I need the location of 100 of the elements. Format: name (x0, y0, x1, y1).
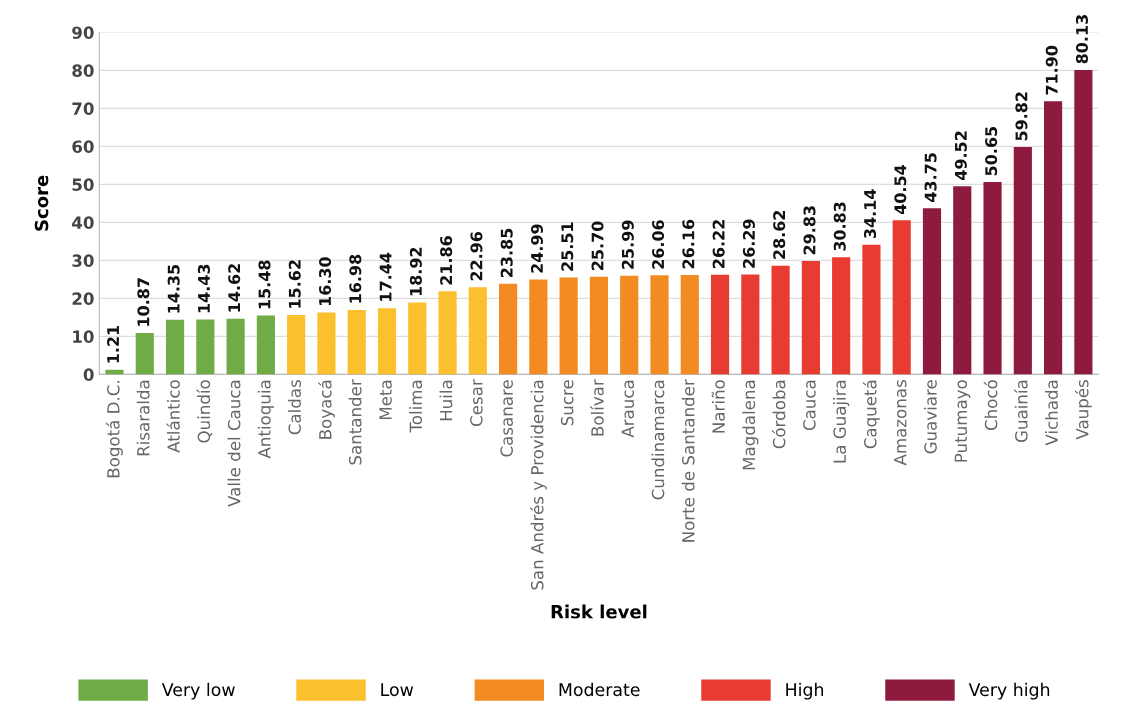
bar (408, 302, 427, 375)
y-tick-label: 40 (72, 216, 94, 229)
data-label: 23.85 (500, 228, 513, 277)
x-tick-label: Chocó (983, 380, 998, 431)
x-tick-label: Valle del Cauca (227, 380, 241, 507)
data-label: 25.99 (621, 220, 634, 269)
bar (226, 318, 245, 375)
bar (135, 333, 154, 375)
bar (620, 275, 639, 375)
y-tick-label: 70 (72, 102, 94, 115)
data-label: 24.99 (530, 224, 544, 273)
x-tick-label: Magdalena (742, 380, 759, 470)
x-tick-label: Risaralda (136, 380, 150, 456)
legend-label: Very high (968, 682, 1050, 700)
x-tick-label: Cauca (803, 380, 816, 431)
x-tick-label: Bolívar (590, 379, 604, 436)
y-tick-label: 0 (83, 368, 94, 381)
x-tick-label: Vichada (1045, 380, 1058, 446)
data-label: 15.48 (258, 260, 271, 309)
x-tick-label: Guaviare (923, 380, 937, 454)
bar (771, 265, 790, 375)
bar (710, 274, 730, 375)
x-tick-label: Tolima (409, 380, 423, 433)
bar (196, 319, 215, 375)
data-label: 18.92 (409, 247, 422, 296)
data-label: 26.22 (712, 220, 725, 268)
data-label: 28.62 (773, 210, 786, 259)
bar (1044, 101, 1063, 375)
bar (741, 274, 760, 375)
x-tick-label: Córdoba (771, 380, 786, 449)
x-tick-label: Cundinamarca (651, 380, 665, 500)
y-tick-label: 90 (72, 26, 94, 39)
data-label: 71.90 (1045, 45, 1058, 95)
data-label: 43.75 (924, 153, 937, 202)
data-label: 50.65 (985, 126, 998, 176)
data-label: 80.13 (1075, 15, 1089, 64)
y-tick-label: 30 (72, 254, 94, 267)
bar (1074, 69, 1093, 375)
data-label: 16.98 (349, 254, 362, 303)
y-tick-label: 60 (72, 140, 94, 153)
bar (317, 312, 336, 375)
bar (438, 291, 457, 375)
data-label: 1.21 (107, 325, 119, 363)
bar (105, 369, 124, 375)
x-tick-label: Boyacá (318, 380, 335, 439)
x-tick-label: Arauca (621, 380, 635, 438)
bar (468, 287, 487, 375)
bar (801, 261, 820, 375)
x-axis-title: Risk level (551, 604, 647, 619)
data-label: 22.96 (470, 231, 483, 281)
data-label: 14.35 (167, 264, 180, 313)
x-tick-label: Bogotá D.C. (106, 381, 123, 478)
bar (165, 319, 185, 375)
data-label: 49.52 (954, 131, 967, 180)
bar (680, 274, 699, 375)
bar (347, 309, 366, 375)
data-label: 29.83 (803, 206, 816, 255)
x-tick-label: Caquetá (863, 380, 880, 449)
bar (892, 220, 911, 375)
bar (499, 283, 518, 375)
bar (862, 244, 881, 375)
x-tick-label: Meta (379, 380, 392, 420)
bar (529, 279, 548, 375)
x-tick-label: Quindío (196, 380, 213, 443)
data-label: 26.06 (652, 220, 665, 269)
bar (1013, 147, 1032, 375)
y-tick-label: 10 (73, 330, 94, 343)
data-label: 25.70 (591, 221, 604, 270)
legend-label: Moderate (559, 682, 640, 697)
data-label: 21.86 (440, 236, 453, 285)
y-axis-title: Score (34, 175, 49, 231)
legend-label: Very low (161, 682, 235, 700)
x-tick-label: Norte de Santander (681, 379, 695, 542)
legend-label: Low (381, 683, 414, 697)
x-tick-label: San Andrés y Providencia (529, 380, 547, 590)
data-label: 26.29 (742, 219, 755, 268)
x-tick-label: La Guajira (833, 380, 850, 463)
bar (559, 277, 578, 375)
data-label: 59.82 (1015, 92, 1028, 141)
bar (377, 308, 397, 375)
x-tick-label: Guainía (1014, 380, 1028, 443)
x-tick-label: Casanare (500, 380, 513, 457)
data-label: 14.62 (228, 264, 241, 312)
x-tick-label: Amazonas (894, 380, 907, 466)
x-tick-label: Antioquia (257, 380, 274, 459)
bar (922, 208, 942, 375)
y-tick-label: 80 (72, 64, 94, 77)
x-tick-label: Huila (439, 380, 453, 421)
y-tick-label: 20 (72, 292, 94, 305)
x-tick-label: Vaupés (1074, 380, 1092, 440)
x-tick-label: Atlántico (166, 380, 180, 453)
bar (650, 275, 669, 375)
bar (953, 186, 972, 375)
legend-label: High (786, 682, 824, 700)
data-label: 34.14 (863, 189, 877, 239)
y-tick-label: 50 (72, 178, 94, 191)
data-label: 17.44 (379, 252, 392, 301)
bar (983, 181, 1002, 375)
data-label: 25.51 (561, 222, 574, 271)
data-label: 26.16 (682, 219, 695, 269)
